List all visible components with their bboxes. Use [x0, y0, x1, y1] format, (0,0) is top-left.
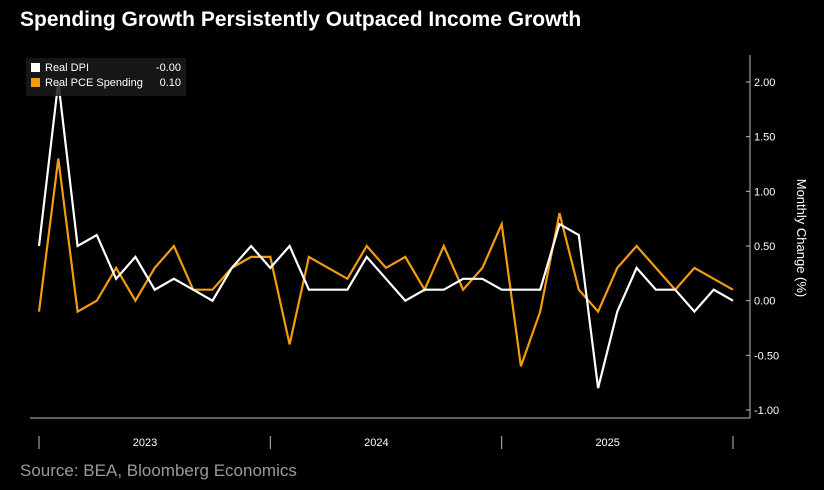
x-year-label: 2025 [595, 437, 619, 449]
legend: Real DPI -0.00 Real PCE Spending 0.10 [26, 58, 186, 96]
axes: -1.00 -0.50 0.00 0.50 1.00 1.50 2.00 2023 2024 20… [30, 55, 779, 449]
series-line-real-dpi [37, 81, 734, 389]
y-tick-label: 0.00 [754, 296, 775, 308]
legend-series-value: 0.10 [160, 77, 181, 89]
legend-swatch [31, 63, 40, 72]
y-tick-label: -0.50 [754, 350, 779, 362]
legend-series-name: Real DPI [45, 62, 89, 74]
y-tick-label: 2.00 [754, 77, 775, 89]
y-tick-label: 0.50 [754, 241, 775, 253]
legend-series-value: -0.00 [156, 62, 181, 74]
legend-swatch [31, 78, 40, 87]
series-lines [37, 81, 734, 389]
y-axis-label: Monthly Change (%) [794, 179, 809, 298]
chart-title: Spending Growth Persistently Outpaced In… [20, 8, 582, 31]
legend-box [26, 58, 186, 96]
legend-series-name: Real PCE Spending [45, 77, 143, 89]
x-year-label: 2023 [133, 437, 157, 449]
y-tick-label: 1.50 [754, 132, 775, 144]
series-line-real-pce-spending [37, 158, 734, 367]
y-tick-label: 1.00 [754, 186, 775, 198]
source-note: Source: BEA, Bloomberg Economics [20, 461, 297, 480]
y-tick-label: -1.00 [754, 405, 779, 417]
x-year-label: 2024 [364, 437, 388, 449]
